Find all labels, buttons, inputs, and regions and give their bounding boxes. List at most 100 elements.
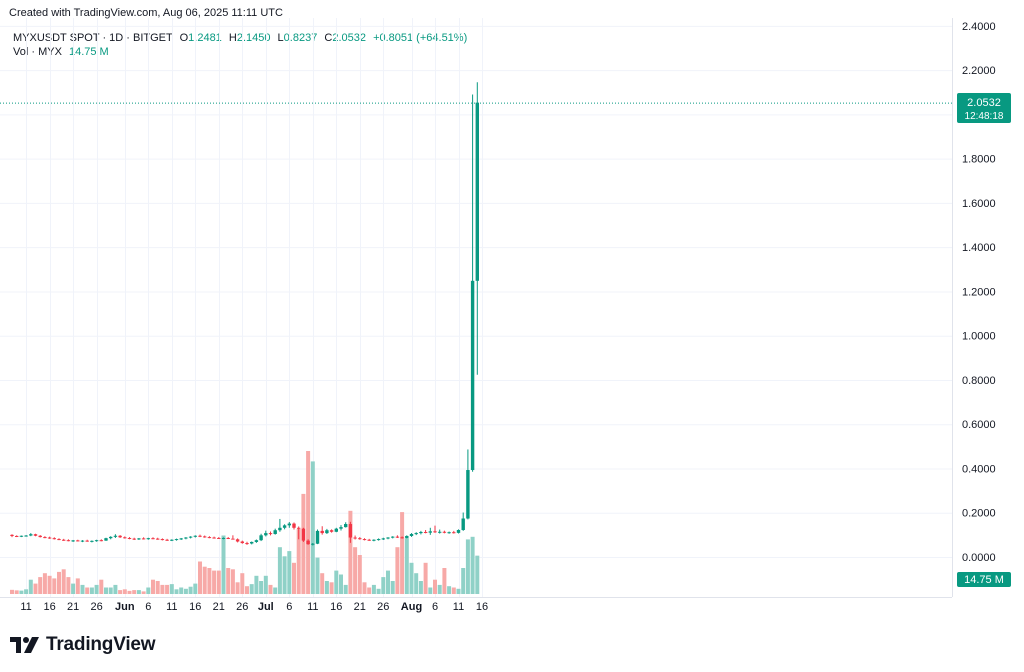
candle-body (250, 541, 254, 544)
candle-body (43, 537, 47, 539)
candle-body (19, 535, 24, 537)
volume-bar (216, 570, 221, 594)
tradingview-logo[interactable]: TradingView (10, 634, 156, 656)
time-tick-label: 11 (166, 601, 177, 613)
volume-bar (174, 589, 179, 594)
candle-body (170, 539, 174, 541)
price-tick-label: 1.8000 (962, 154, 996, 166)
price-tick-label: 2.4000 (962, 21, 996, 33)
volume-bar (94, 584, 99, 594)
volume-bar (386, 570, 390, 594)
candle-body (15, 535, 19, 537)
candle-body (353, 537, 357, 539)
volume-bar (400, 512, 405, 594)
candle-body (475, 102, 479, 281)
volume-bar (127, 590, 132, 594)
volume-bar (160, 584, 165, 594)
volume-bar (475, 555, 480, 594)
volume-bar (240, 573, 245, 594)
candle-body (264, 533, 268, 536)
candle-body (278, 527, 282, 531)
candle-body (456, 530, 461, 533)
volume-bar (287, 551, 292, 594)
volume-bar (437, 584, 442, 594)
price-tick-label: 1.0000 (962, 331, 996, 343)
volume-value: 14.75 M (68, 46, 109, 58)
volume-bar (132, 590, 137, 594)
candle-body (348, 524, 353, 538)
candle-body (273, 530, 277, 534)
candle-body (362, 539, 367, 541)
candle-body (428, 531, 432, 533)
time-tick-label: 11 (20, 601, 31, 613)
volume-bar (433, 579, 437, 594)
candle-body (461, 518, 465, 531)
volume-bar (339, 574, 343, 594)
candle-body (344, 524, 348, 528)
volume-bar (24, 589, 29, 594)
close-value: 2.0532 (332, 32, 366, 44)
volume-bar (104, 587, 108, 594)
volume-bar (362, 582, 367, 594)
volume-bar (348, 510, 353, 594)
price-tick-label: 1.4000 (962, 242, 996, 254)
time-tick-label: 16 (476, 601, 488, 613)
candle-body (193, 535, 197, 537)
volume-bar (89, 587, 94, 594)
candle-body (66, 540, 71, 542)
time-tick-label: 21 (354, 601, 366, 613)
volume-bar (226, 568, 231, 594)
volume-bar (38, 577, 43, 594)
time-tick-label: Jul (258, 601, 274, 613)
volume-bar (461, 568, 466, 594)
volume-bar (66, 577, 71, 594)
volume-bar (343, 584, 348, 594)
candle-body (127, 537, 132, 539)
symbol-label[interactable]: MYXUSDT SPOT · 1D · BITGET (13, 32, 173, 44)
volume-bar (10, 589, 14, 594)
candle-body (94, 540, 99, 542)
candle-body (207, 537, 212, 539)
time-tick-label: 6 (432, 601, 438, 613)
volume-bar (329, 582, 334, 594)
candle-body (315, 530, 320, 544)
candle-body (254, 540, 259, 542)
time-axis[interactable]: 11 16 21 26 Jun 6 11 16 21 26 Jul 6 11 16 21 26 Aug 6 11 16 (20, 601, 488, 613)
candle-body (109, 536, 113, 539)
candle-body (259, 535, 263, 541)
price-tick-label: 1.2000 (962, 286, 996, 298)
volume-bar (118, 590, 123, 594)
volume-bar (52, 578, 57, 594)
price-tick-label: 1.6000 (962, 198, 996, 210)
volume-bar (442, 568, 447, 594)
candle-body (38, 535, 42, 538)
volume-bar (292, 562, 296, 594)
candle-body (29, 534, 33, 536)
candle-body (90, 540, 94, 542)
candle-body (235, 539, 240, 542)
candle-body (141, 538, 146, 540)
candle-body (226, 537, 230, 539)
volume-bar (334, 570, 339, 594)
candle-body (231, 538, 235, 540)
candle-body (438, 531, 442, 533)
volume-bar (263, 575, 268, 594)
volume-bar (113, 584, 118, 594)
volume-label[interactable]: Vol · MYX (13, 46, 62, 58)
candle-body (188, 536, 193, 538)
candle-body (240, 541, 244, 544)
volume-bar (296, 529, 301, 594)
candle-body (376, 539, 381, 541)
candle-body (203, 536, 207, 538)
price-tick-label: 0.2000 (962, 508, 996, 520)
candle-body (80, 540, 85, 542)
close-label: C (324, 32, 333, 44)
change-value: +0.8051 (+64.51%) (373, 32, 468, 44)
candle-body (367, 539, 371, 541)
volume-bar (371, 584, 376, 594)
candlesticks (10, 82, 479, 546)
volume-bar (221, 535, 226, 594)
candle-body (165, 539, 169, 541)
last-price-value: 2.0532 (967, 97, 1001, 109)
